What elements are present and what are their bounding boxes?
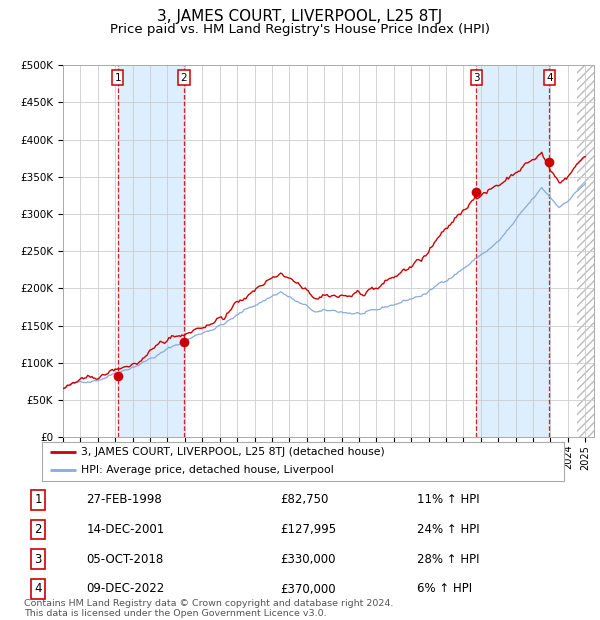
Text: 4: 4 [546,73,553,82]
Text: HPI: Average price, detached house, Liverpool: HPI: Average price, detached house, Live… [81,465,334,475]
Text: 05-OCT-2018: 05-OCT-2018 [86,553,164,565]
Text: 11% ↑ HPI: 11% ↑ HPI [417,494,479,506]
Text: Price paid vs. HM Land Registry's House Price Index (HPI): Price paid vs. HM Land Registry's House … [110,23,490,36]
Text: Contains HM Land Registry data © Crown copyright and database right 2024.
This d: Contains HM Land Registry data © Crown c… [24,599,394,618]
Text: 09-DEC-2022: 09-DEC-2022 [86,583,164,595]
Text: 2: 2 [34,523,42,536]
Bar [118,65,184,437]
Text: 14-DEC-2001: 14-DEC-2001 [86,523,164,536]
Text: 4: 4 [34,583,42,595]
Text: 3, JAMES COURT, LIVERPOOL, L25 8TJ (detached house): 3, JAMES COURT, LIVERPOOL, L25 8TJ (deta… [81,448,385,458]
Text: 1: 1 [34,494,42,506]
Text: £370,000: £370,000 [280,583,336,595]
Text: £330,000: £330,000 [280,553,336,565]
Text: 3, JAMES COURT, LIVERPOOL, L25 8TJ: 3, JAMES COURT, LIVERPOOL, L25 8TJ [157,9,443,24]
Text: 24% ↑ HPI: 24% ↑ HPI [417,523,479,536]
Bar [476,65,549,437]
Text: 6% ↑ HPI: 6% ↑ HPI [417,583,472,595]
Text: 3: 3 [473,73,480,82]
Text: 2: 2 [181,73,187,82]
Text: £127,995: £127,995 [280,523,337,536]
Text: 1: 1 [115,73,121,82]
Text: 3: 3 [34,553,41,565]
Text: 28% ↑ HPI: 28% ↑ HPI [417,553,479,565]
Text: 27-FEB-1998: 27-FEB-1998 [86,494,162,506]
Text: £82,750: £82,750 [280,494,329,506]
